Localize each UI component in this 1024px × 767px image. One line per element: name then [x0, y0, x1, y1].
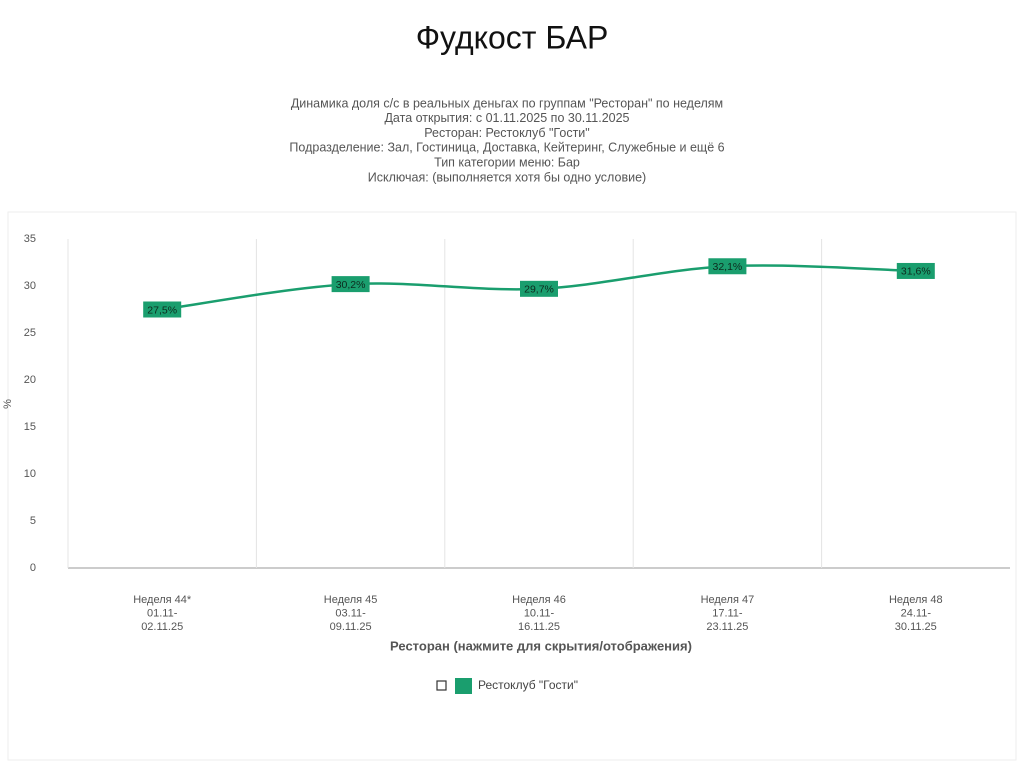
y-tick-label: 0: [30, 562, 36, 574]
chart-subtitle: Ресторан: Рестоклуб "Гости": [424, 126, 589, 140]
data-label-box: [708, 258, 747, 275]
x-tick-label: 23.11.25: [706, 621, 748, 633]
data-label: 30,2%: [336, 279, 366, 291]
x-tick-label: 16.11.25: [518, 621, 560, 633]
chart-subtitle: Исключая: (выполняется хотя бы одно усло…: [368, 170, 646, 184]
x-tick-label: Неделя 44*: [133, 594, 192, 606]
y-tick-label: 10: [24, 468, 36, 480]
slide-title: Фудкост БАР: [416, 19, 609, 55]
data-label-box: [143, 301, 182, 318]
data-label: 32,1%: [713, 261, 743, 273]
legend-checkbox[interactable]: [436, 680, 447, 691]
y-tick-label: 15: [24, 421, 36, 433]
y-tick-label: 5: [30, 515, 36, 527]
x-tick-label: Неделя 48: [889, 594, 943, 606]
data-label-box: [520, 280, 558, 297]
x-tick-label: Неделя 45: [324, 594, 378, 606]
x-tick-label: 01.11-: [147, 607, 178, 619]
y-axis-label: %: [2, 399, 14, 409]
x-tick-label: 30.11.25: [895, 621, 937, 633]
data-label-box: [331, 276, 370, 293]
x-tick-label: Неделя 46: [512, 594, 566, 606]
chart-frame: [7, 211, 1017, 761]
data-label: 29,7%: [524, 284, 554, 296]
y-tick-label: 30: [24, 280, 36, 292]
chart-subtitle: Дата открытия: с 01.11.2025 по 30.11.202…: [384, 111, 629, 125]
legend-label[interactable]: Рестоклуб "Гости": [478, 678, 578, 692]
chart-subtitle: Динамика доля с/с в реальных деньгах по …: [291, 96, 723, 110]
data-label: 31,6%: [901, 266, 931, 278]
y-tick-label: 20: [24, 374, 36, 386]
y-tick-label: 35: [24, 233, 36, 245]
legend-swatch[interactable]: [455, 678, 472, 694]
x-tick-label: Неделя 47: [701, 594, 755, 606]
chart-subtitle: Тип категории меню: Бар: [434, 155, 580, 169]
chart-subtitle: Подразделение: Зал, Гостиница, Доставка,…: [289, 141, 724, 155]
x-tick-label: 24.11-: [901, 607, 932, 619]
data-label: 27,5%: [147, 304, 177, 316]
x-tick-label: 03.11-: [335, 607, 366, 619]
y-tick-label: 25: [24, 327, 36, 339]
x-tick-label: 10.11-: [524, 607, 555, 619]
x-tick-label: 09.11.25: [330, 621, 372, 633]
x-axis-label: Ресторан (нажмите для скрытия/отображени…: [390, 638, 692, 653]
x-tick-label: 02.11.25: [141, 621, 183, 633]
data-label-box: [896, 262, 935, 279]
x-tick-label: 17.11-: [712, 607, 743, 619]
